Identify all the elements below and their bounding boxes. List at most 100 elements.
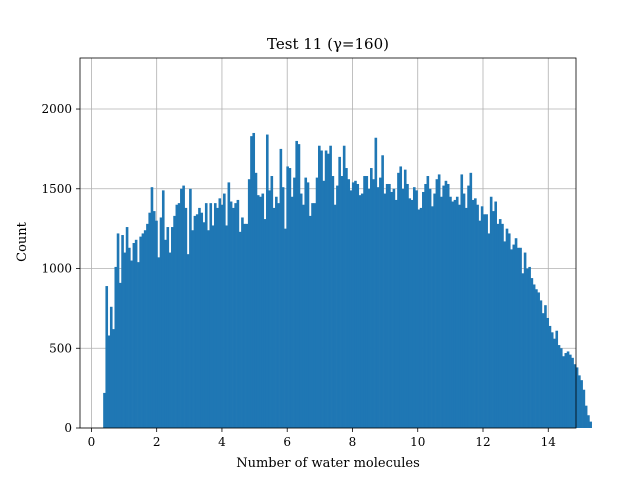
histogram-bar [293,177,296,428]
histogram-bar [184,207,188,428]
histogram-bar [589,421,592,428]
bar-layer [103,132,592,429]
histogram-bar [449,196,452,428]
histogram-bar [530,278,534,428]
histogram-bar [553,338,556,428]
y-tick-label: 1000 [41,262,72,276]
histogram-bar [157,257,161,428]
histogram-bar [105,286,109,428]
histogram-bar [302,204,305,428]
axes-layer: 0 2 4 6 8 10 12 14 0 500 1000 1500 2000 [41,57,577,449]
histogram-bar [141,233,145,428]
histogram-bar [462,193,466,428]
histogram-bar [442,185,445,428]
histogram-bar [336,185,339,428]
histogram-bar [485,214,488,428]
histogram-bar [234,203,237,428]
histogram-bar [483,214,486,428]
histogram-bar [155,220,158,428]
histogram-bar [464,207,468,428]
histogram-bar [372,179,375,428]
histogram-bar [428,188,432,428]
histogram-bar [587,415,590,428]
histogram-bar [297,144,301,428]
histogram-bar [541,313,545,428]
histogram-bar [286,166,289,428]
histogram-bar [494,201,497,428]
histogram-bar [550,332,554,428]
histogram-bar [268,190,271,428]
histogram-bar [186,254,190,428]
histogram-bar [559,348,563,428]
histogram-bar [112,329,115,428]
histogram-bar [182,185,185,428]
histogram-bar [313,203,317,428]
histogram-bar [390,191,393,428]
chart-title: Test 11 (γ=160) [267,35,389,53]
histogram-bar [349,190,353,428]
y-tick-label: 2000 [41,102,72,116]
histogram-bar [487,233,491,428]
histogram-bar [225,225,228,428]
histogram-bar [227,182,231,428]
histogram-bar [360,193,364,428]
histogram-bar [426,176,430,428]
histogram-bar [320,150,323,428]
histogram-bar [562,356,565,428]
histogram-bar [367,188,371,428]
histogram-bar [288,168,292,429]
histogram-bar [388,183,391,428]
histogram-bar [338,156,341,428]
histogram-bar [539,300,543,428]
histogram-bar [232,207,235,428]
x-tick-label: 14 [541,435,557,449]
histogram-bar [496,223,500,428]
histogram-bar [460,174,464,428]
histogram-bar [501,223,504,428]
histogram-bar [544,305,547,428]
histogram-bar [406,183,409,428]
histogram-bar [193,215,197,428]
histogram-bar [467,185,470,428]
histogram-bar [435,179,439,428]
histogram-bar [308,215,312,428]
histogram-bar [381,155,384,428]
histogram-bar [272,207,276,428]
histogram-bar [458,204,461,428]
histogram-bar [279,148,283,428]
histogram-bar [177,203,181,428]
histogram-bar [259,196,262,428]
histogram-bar [161,190,165,428]
histogram-bar [245,223,249,428]
histogram-bar [114,266,118,428]
histogram-bar [254,172,258,428]
histogram-bar [247,179,251,428]
histogram-bar [433,193,436,428]
histogram-bar [379,177,382,428]
histogram-bar [200,212,204,428]
histogram-bar [216,207,219,428]
histogram-bar [128,247,131,428]
histogram-bar [198,207,201,428]
histogram-bar [584,405,588,428]
histogram-bar [408,198,412,428]
x-tick-label: 12 [475,435,490,449]
x-tick-label: 8 [349,435,357,449]
histogram-bar [363,176,366,428]
histogram-bar [455,196,459,428]
histogram-bar [150,187,154,428]
histogram-bar [318,145,321,428]
histogram-bar [166,227,170,428]
histogram-bar [453,199,457,428]
histogram-bar [164,239,167,428]
histogram-bar [446,183,450,428]
histogram-bar [383,193,387,428]
histogram-bar [365,176,369,428]
histogram-bar [532,284,536,428]
histogram-bar [218,198,222,428]
histogram-bar [211,225,215,428]
histogram-bar [263,219,267,428]
histogram-bar [304,177,308,428]
histogram-bar [526,268,529,428]
histogram-bar [410,199,414,428]
